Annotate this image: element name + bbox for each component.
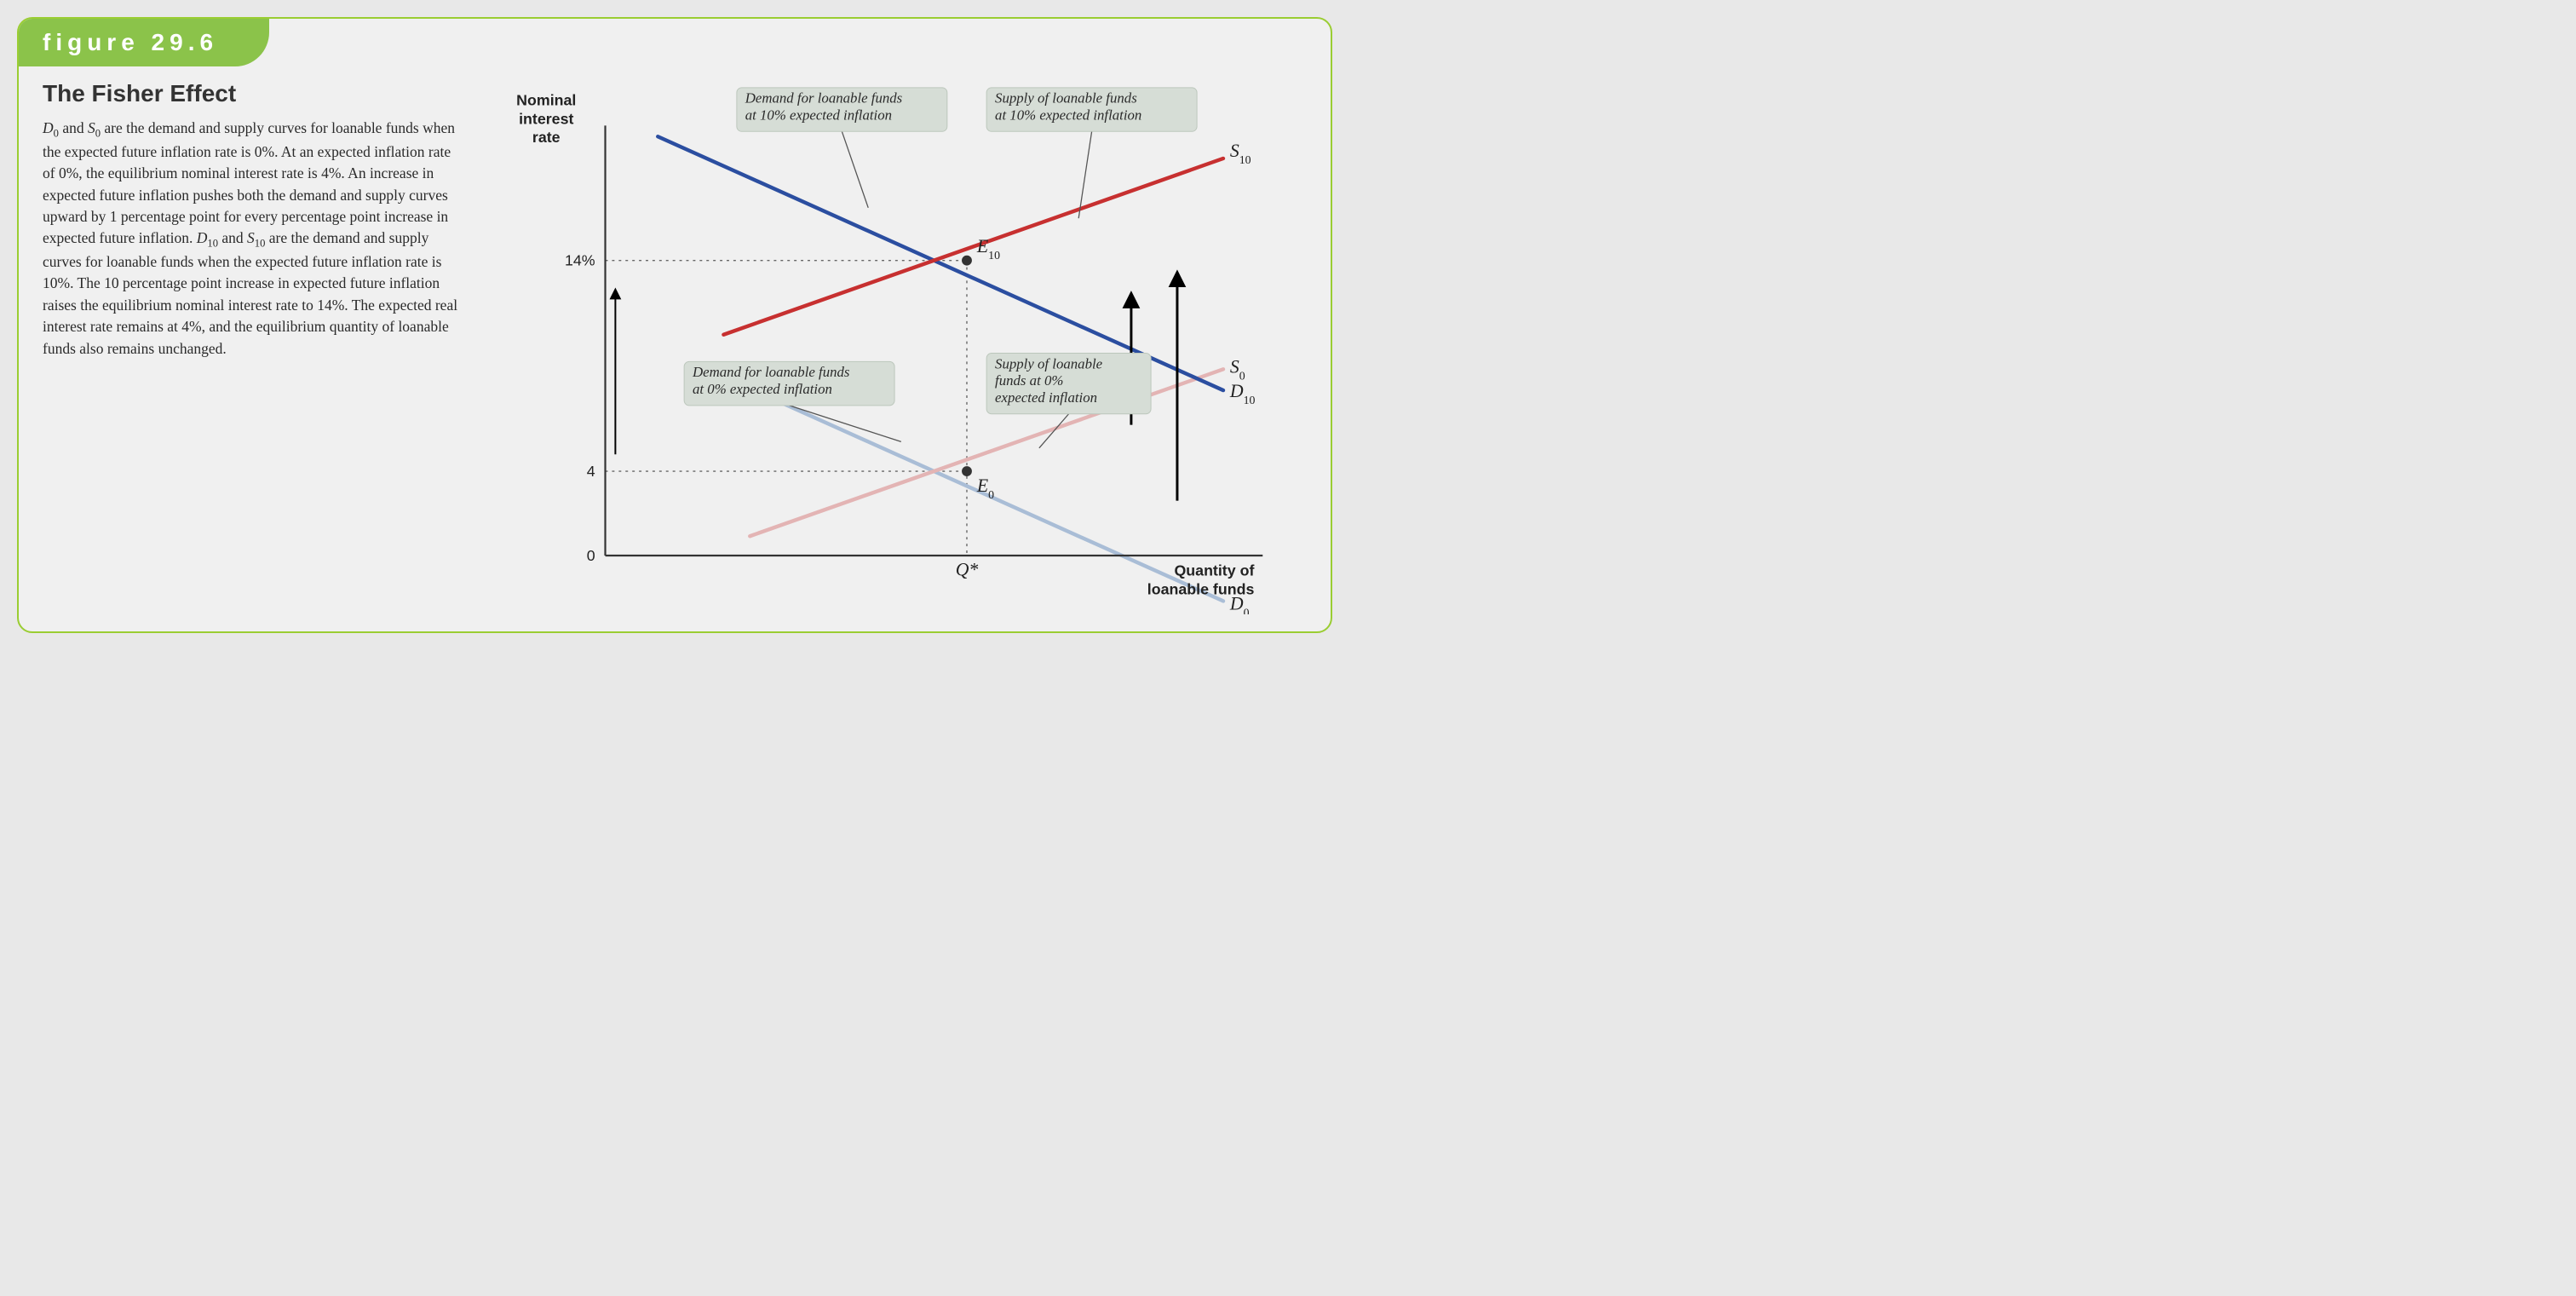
svg-text:14%: 14% — [565, 252, 595, 269]
figure-title: The Fisher Effect — [43, 80, 462, 107]
figure-body: The Fisher Effect D0 and S0 are the dema… — [19, 66, 1331, 631]
fisher-effect-chart: E0E10S10D10S0D0414%0Q*Nominalinterestrat… — [487, 75, 1314, 614]
caption-column: The Fisher Effect D0 and S0 are the dema… — [43, 75, 470, 614]
svg-text:Q*: Q* — [956, 560, 979, 580]
svg-text:funds at 0%: funds at 0% — [995, 372, 1063, 389]
svg-text:interest: interest — [519, 110, 573, 127]
svg-text:at 10% expected inflation: at 10% expected inflation — [995, 107, 1141, 123]
svg-text:0: 0 — [587, 547, 595, 564]
svg-text:Nominal: Nominal — [517, 92, 577, 109]
svg-text:E0: E0 — [976, 475, 994, 501]
svg-text:expected inflation: expected inflation — [995, 389, 1097, 406]
svg-text:D10: D10 — [1229, 381, 1256, 406]
svg-text:Demand for loanable funds: Demand for loanable funds — [692, 364, 850, 380]
svg-text:Supply of loanable: Supply of loanable — [995, 355, 1103, 372]
svg-text:Supply of loanable funds: Supply of loanable funds — [995, 90, 1137, 107]
figure-caption: D0 and S0 are the demand and supply curv… — [43, 118, 462, 360]
svg-text:at 0% expected inflation: at 0% expected inflation — [693, 381, 832, 397]
svg-text:S10: S10 — [1230, 141, 1251, 166]
svg-text:rate: rate — [532, 129, 561, 146]
svg-text:Demand for loanable funds: Demand for loanable funds — [745, 90, 903, 107]
svg-text:4: 4 — [587, 463, 595, 480]
figure-container: figure 29.6 The Fisher Effect D0 and S0 … — [17, 17, 1332, 633]
svg-text:loanable funds: loanable funds — [1147, 580, 1255, 597]
svg-text:Quantity of: Quantity of — [1175, 562, 1255, 579]
figure-number-tab: figure 29.6 — [19, 19, 269, 66]
svg-text:S0: S0 — [1230, 356, 1245, 382]
chart-column: E0E10S10D10S0D0414%0Q*Nominalinterestrat… — [487, 75, 1314, 614]
svg-text:at 10% expected inflation: at 10% expected inflation — [745, 107, 892, 123]
